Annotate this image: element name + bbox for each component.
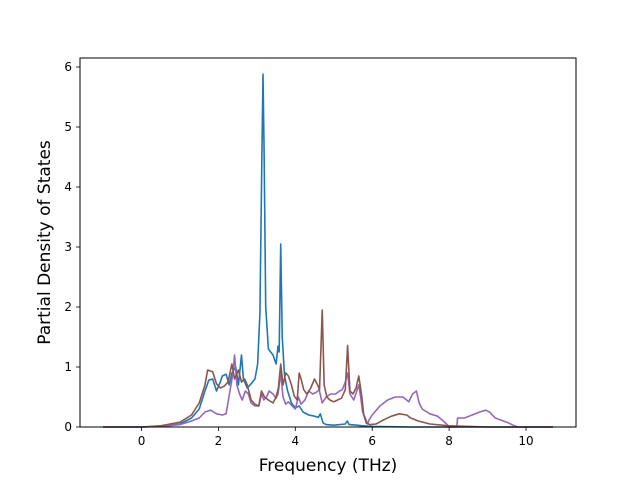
series-line-2 [103, 354, 553, 428]
x-axis-label: Frequency (THz) [259, 456, 398, 476]
y-tick-label: 1 [64, 360, 72, 374]
y-tick-label: 5 [64, 120, 72, 134]
x-tick-label: 2 [215, 434, 223, 448]
series-line-1 [103, 73, 553, 428]
y-tick-label: 6 [64, 60, 72, 74]
x-tick-label: 0 [138, 434, 146, 448]
y-tick-label: 0 [64, 420, 72, 434]
x-tick-label: 4 [291, 434, 299, 448]
series-line-3 [103, 309, 553, 428]
y-tick-label: 3 [64, 240, 72, 254]
x-tick-label: 6 [368, 434, 376, 448]
y-tick-label: 2 [64, 300, 72, 314]
y-axis: 0 1 2 3 4 5 6 [64, 60, 80, 434]
x-tick-label: 10 [518, 434, 533, 448]
series-layer [103, 73, 553, 428]
x-tick-label: 8 [445, 434, 453, 448]
y-tick-label: 4 [64, 180, 72, 194]
plot-background [80, 58, 576, 427]
x-axis: 0 2 4 6 8 10 [138, 427, 534, 448]
y-axis-label: Partial Density of States [35, 140, 55, 345]
plot-frame [79, 57, 577, 428]
